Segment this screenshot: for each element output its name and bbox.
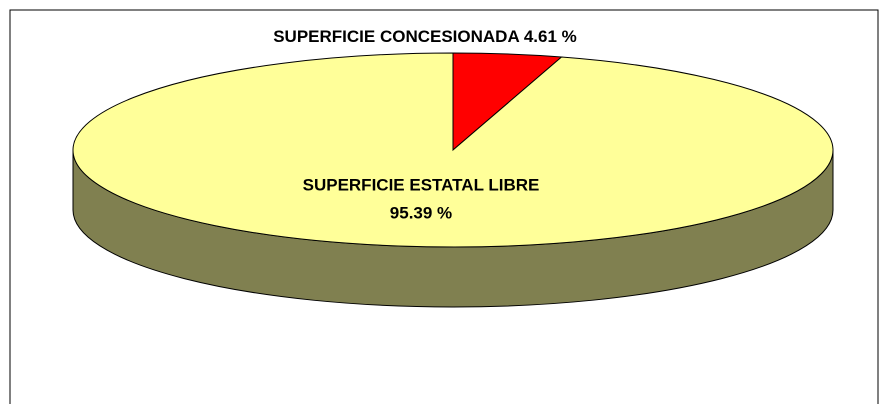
slice-label-value: 4.61 % bbox=[524, 27, 577, 46]
slice-label-name: SUPERFICIE CONCESIONADA bbox=[273, 27, 519, 46]
slice-label-value: 95.39 % bbox=[390, 203, 452, 222]
pie-tops bbox=[72, 52, 834, 248]
slice bbox=[72, 52, 834, 248]
pie-labels: SUPERFICIE CONCESIONADA 4.61 %SUPERFICIE… bbox=[273, 27, 577, 222]
slice-label-name: SUPERFICIE ESTATAL LIBRE bbox=[303, 175, 540, 194]
slice-label: SUPERFICIE CONCESIONADA 4.61 % bbox=[273, 27, 577, 46]
